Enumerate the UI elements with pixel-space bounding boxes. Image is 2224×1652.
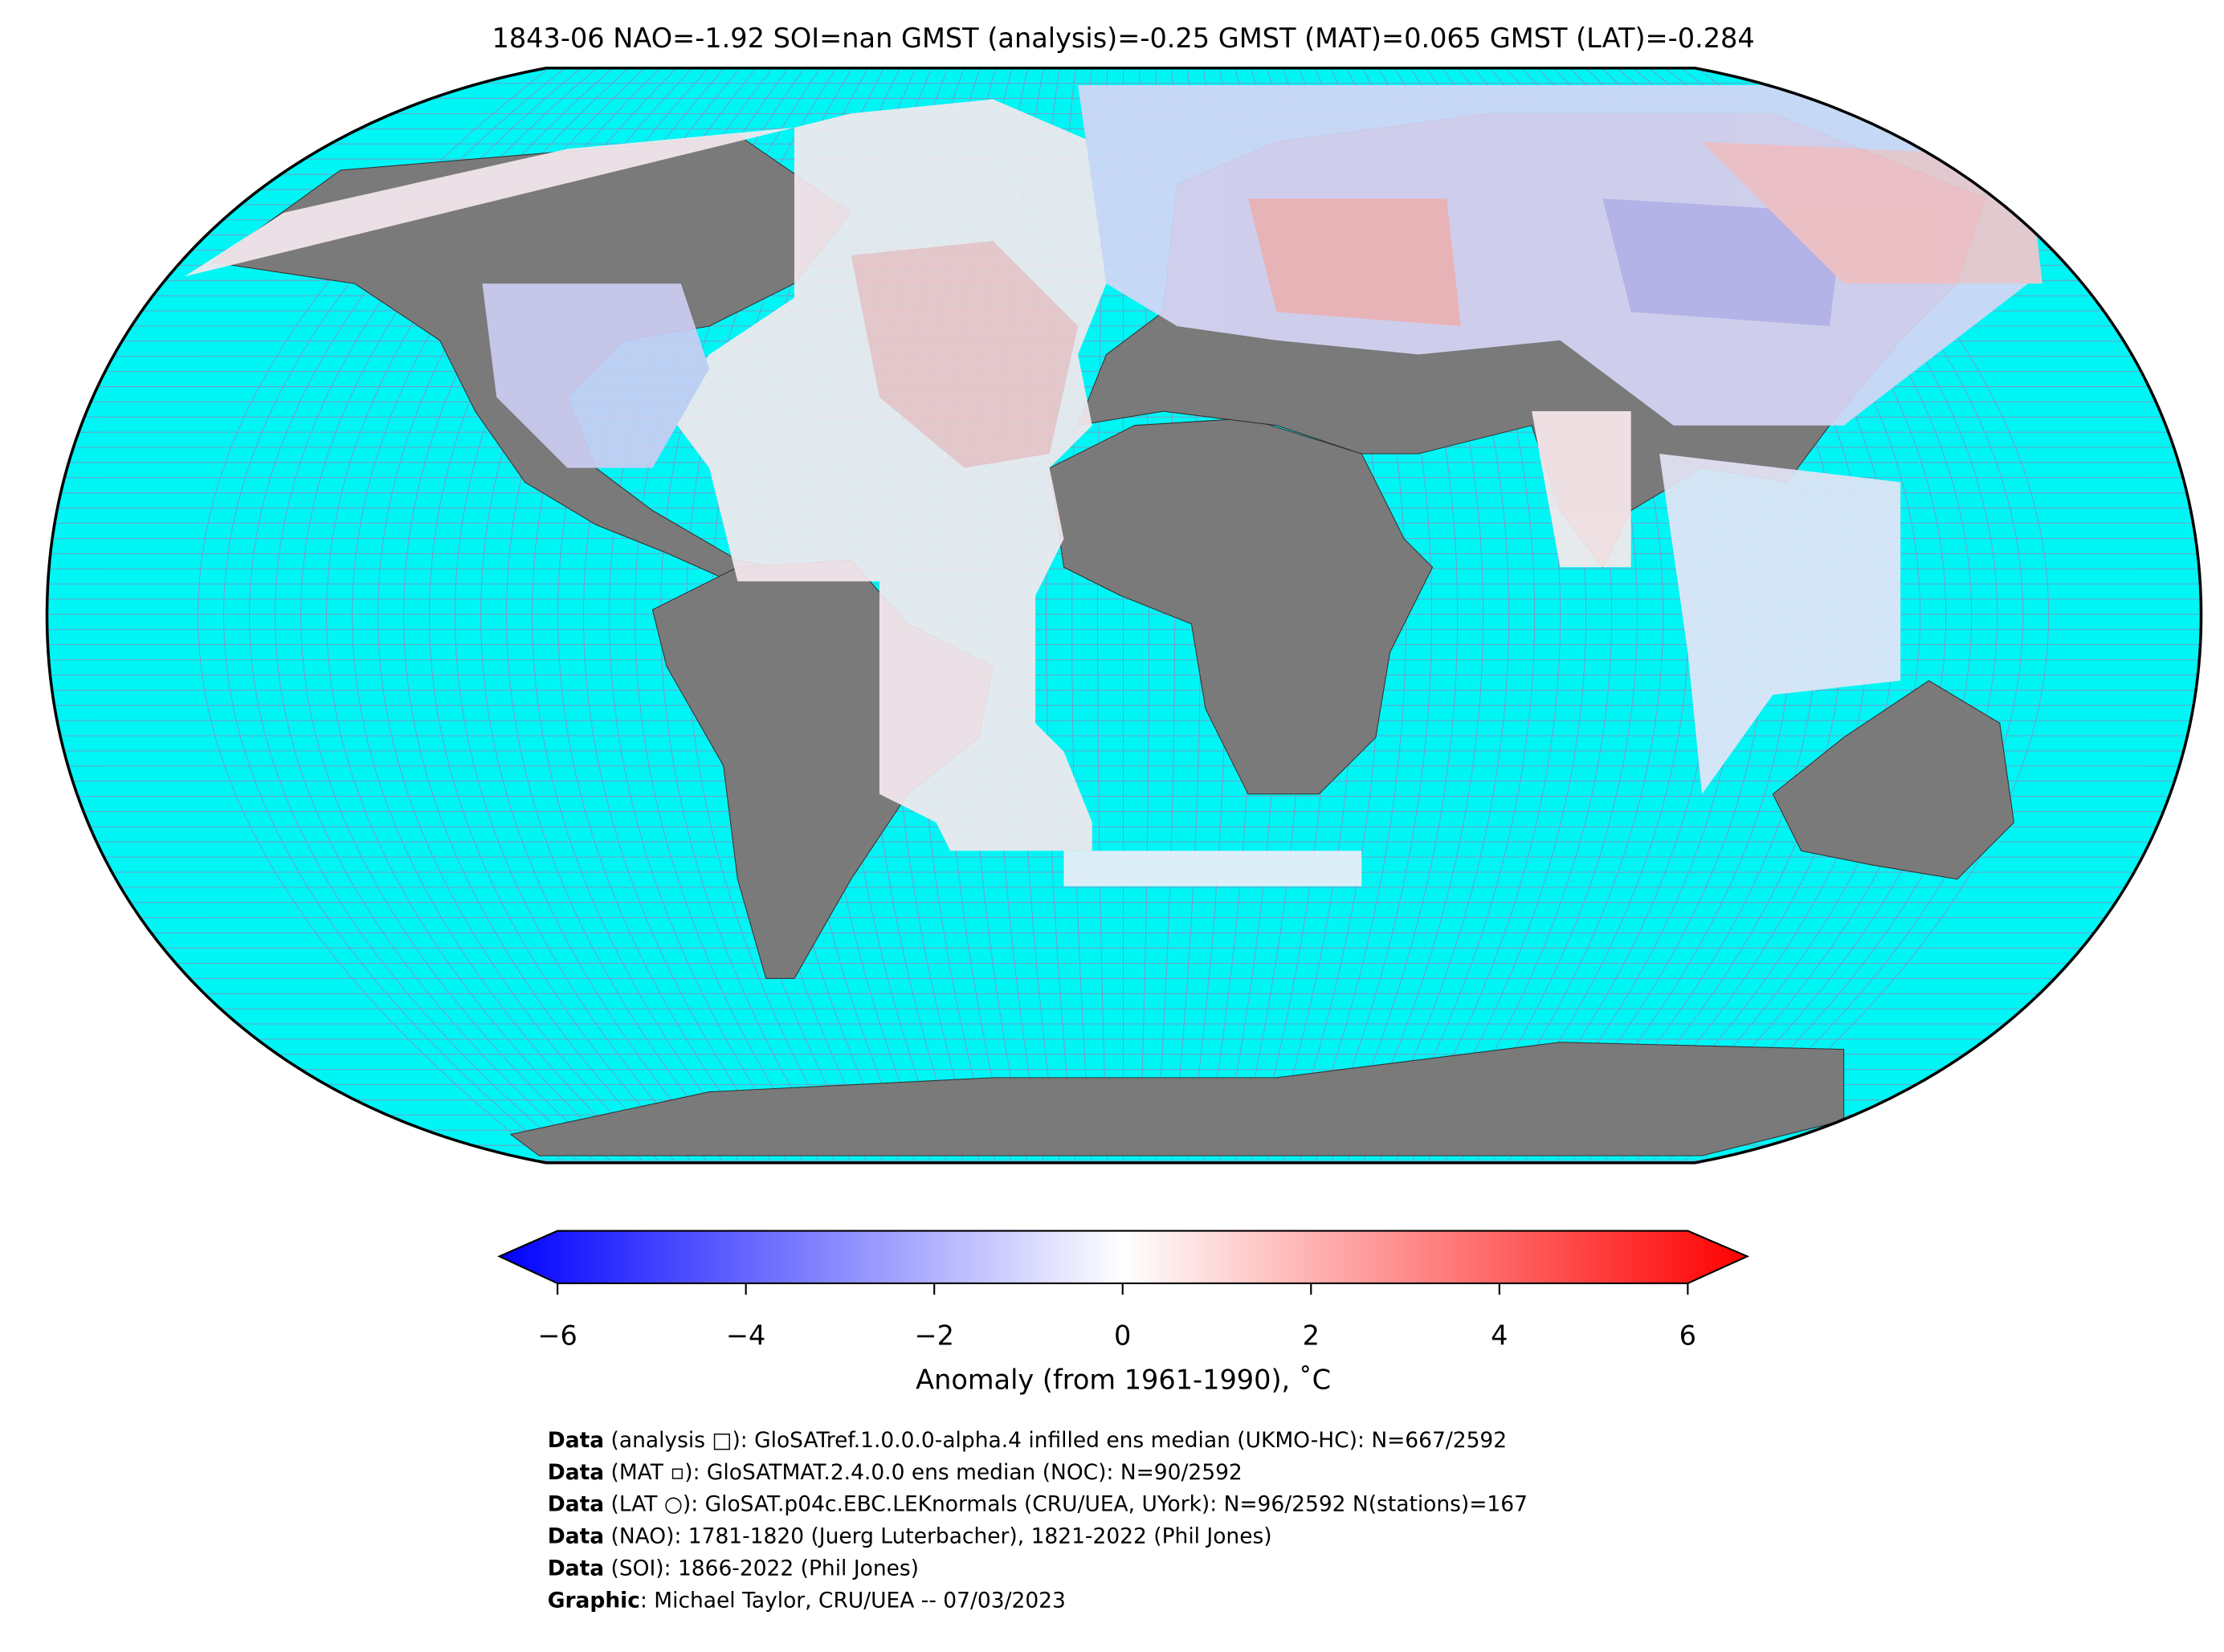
footer-text: (NAO): 1781-1820 (Juerg Luterbacher), 18… xyxy=(604,1524,1272,1548)
colorbar-tick-label: 4 xyxy=(1491,1320,1508,1352)
colorbar-tick-label: −2 xyxy=(914,1320,953,1352)
footer-text: (SOI): 1866-2022 (Phil Jones) xyxy=(604,1556,919,1581)
footer-key: Data xyxy=(548,1491,604,1516)
footer-line: Data (NAO): 1781-1820 (Juerg Luterbacher… xyxy=(548,1524,1272,1548)
footer-key: Graphic xyxy=(548,1588,640,1613)
anomaly-cells xyxy=(184,84,2042,887)
footer-line: Data (MAT ▫): GloSATMAT.2.4.0.0 ens medi… xyxy=(548,1459,1243,1484)
footer-line: Data (analysis □): GloSATref.1.0.0.0-alp… xyxy=(548,1427,1507,1452)
footer-text: (LAT ○): GloSAT.p04c.EBC.LEKnormals (CRU… xyxy=(604,1491,1528,1516)
colorbar-tick-label: −4 xyxy=(726,1320,765,1352)
footer-line: Data (SOI): 1866-2022 (Phil Jones) xyxy=(548,1556,919,1581)
colorbar-tick-label: 0 xyxy=(1114,1320,1131,1352)
title: 1843-06 NAO=-1.92 SOI=nan GMST (analysis… xyxy=(492,22,1755,54)
colorbar-axis: −6 −4 −2 0 2 4 6 xyxy=(537,1283,1696,1352)
colorbar-tick-label: −6 xyxy=(537,1320,577,1352)
footer: Data (analysis □): GloSATref.1.0.0.0-alp… xyxy=(548,1427,1528,1613)
footer-key: Data xyxy=(548,1524,604,1548)
map xyxy=(47,67,2202,1163)
colorbar xyxy=(497,1230,1750,1284)
footer-text: (MAT ▫): GloSATMAT.2.4.0.0 ens median (N… xyxy=(604,1459,1243,1484)
footer-line: Graphic: Michael Taylor, CRU/UEA -- 07/0… xyxy=(548,1588,1066,1613)
footer-key: Data xyxy=(548,1556,604,1581)
colorbar-tick-label: 2 xyxy=(1303,1320,1320,1352)
footer-key: Data xyxy=(548,1459,604,1484)
footer-text: : Michael Taylor, CRU/UEA -- 07/03/2023 xyxy=(640,1588,1066,1613)
footer-text: (analysis □): GloSATref.1.0.0.0-alpha.4 … xyxy=(604,1427,1507,1452)
colorbar-tick-label: 6 xyxy=(1679,1320,1696,1352)
colorbar-label: Anomaly (from 1961-1990), ˚C xyxy=(916,1364,1331,1395)
map-border xyxy=(45,66,2203,1165)
footer-key: Data xyxy=(548,1427,604,1452)
footer-line: Data (LAT ○): GloSAT.p04c.EBC.LEKnormals… xyxy=(548,1491,1528,1516)
